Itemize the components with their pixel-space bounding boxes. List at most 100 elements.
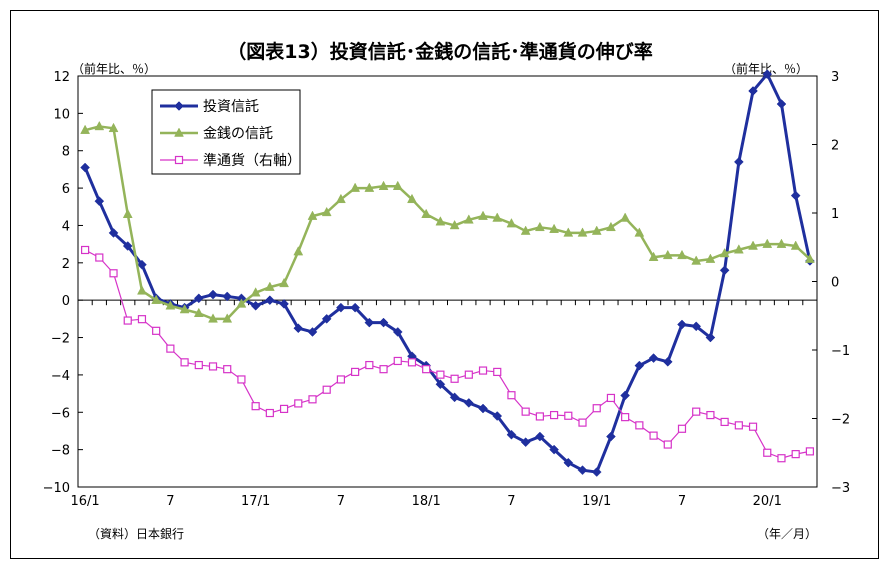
money-trust-point bbox=[563, 227, 574, 237]
investment-trust-point bbox=[520, 437, 531, 448]
quasi-money-point bbox=[393, 356, 402, 366]
money-trust-point bbox=[776, 238, 787, 248]
investment-trust-point bbox=[506, 429, 517, 440]
quasi-money-point bbox=[308, 395, 317, 404]
money-trust-point bbox=[449, 219, 460, 230]
money-trust-point bbox=[648, 251, 659, 261]
investment-trust-point bbox=[208, 289, 218, 300]
investment-trust-point bbox=[122, 241, 133, 251]
money-trust-point bbox=[108, 122, 119, 133]
money-trust-point bbox=[577, 227, 588, 237]
investment-trust-point bbox=[591, 467, 602, 477]
quasi-money-point bbox=[521, 407, 530, 416]
money-trust-point bbox=[733, 244, 744, 254]
money-trust-point bbox=[208, 313, 218, 323]
quasi-money-point bbox=[237, 375, 246, 384]
x-axis-tick-label: 19/1 bbox=[582, 494, 611, 509]
money-trust-point bbox=[80, 124, 91, 134]
quasi-money-point bbox=[791, 450, 800, 459]
left-axis-unit-label: （前年比、％） bbox=[72, 61, 156, 76]
investment-trust-point bbox=[705, 332, 716, 343]
quasi-money-point bbox=[748, 422, 758, 431]
money-trust-point bbox=[762, 238, 773, 248]
money-trust-point bbox=[293, 246, 304, 256]
quasi-money-point bbox=[706, 410, 715, 420]
quasi-money-point bbox=[777, 454, 786, 463]
investment-trust-series bbox=[80, 69, 815, 477]
investment-trust-point bbox=[137, 259, 147, 270]
x-axis-tick-label: 16/1 bbox=[71, 494, 100, 509]
investment-trust-point bbox=[733, 157, 744, 167]
investment-trust-point bbox=[577, 465, 588, 476]
right-axis-tick-label: −3 bbox=[831, 481, 850, 496]
investment-trust-point bbox=[620, 390, 630, 401]
right-axis-tick-label: −2 bbox=[831, 413, 850, 428]
money-trust-point bbox=[193, 307, 204, 318]
left-axis-tick-label: 4 bbox=[62, 219, 70, 234]
investment-trust-point bbox=[535, 431, 545, 442]
money-trust-point bbox=[463, 214, 474, 224]
investment-trust-point bbox=[378, 317, 389, 328]
x-axis-tick-label: 7 bbox=[678, 494, 686, 509]
quasi-money-point bbox=[422, 365, 431, 374]
investment-trust-point bbox=[634, 360, 645, 371]
left-axis-tick-label: −2 bbox=[51, 332, 70, 347]
left-axis-tick-label: 8 bbox=[62, 145, 70, 160]
quasi-money-point bbox=[677, 424, 687, 433]
left-axis-tick-label: −6 bbox=[51, 406, 70, 421]
money-trust-point bbox=[94, 120, 105, 131]
investment-trust-point bbox=[435, 379, 446, 390]
money-trust-point bbox=[691, 255, 702, 265]
money-trust-point bbox=[435, 216, 446, 226]
plot-area bbox=[80, 69, 815, 477]
money-trust-point bbox=[264, 281, 275, 291]
investment-trust-line bbox=[83, 72, 812, 474]
money-trust-point bbox=[250, 287, 261, 297]
investment-trust-point bbox=[392, 327, 403, 337]
money-trust-point bbox=[662, 249, 673, 260]
chart-title: （図表13）投資信託･金銭の信託･準通貨の伸び率 bbox=[227, 40, 652, 63]
money-trust-series bbox=[80, 120, 815, 323]
investment-trust-point bbox=[293, 323, 304, 334]
quasi-money-point bbox=[81, 245, 90, 255]
quasi-money-point bbox=[763, 448, 772, 457]
left-axis-tick-label: 12 bbox=[53, 70, 70, 85]
money-trust-point bbox=[634, 227, 645, 237]
quasi-money-point bbox=[137, 315, 147, 324]
investment-trust-point bbox=[350, 302, 360, 313]
money-trust-point bbox=[804, 253, 815, 263]
money-trust-point bbox=[705, 253, 716, 263]
investment-trust-point bbox=[307, 327, 318, 337]
x-axis-tick-label: 7 bbox=[337, 494, 345, 509]
quasi-money-point bbox=[407, 358, 417, 367]
money-trust-point bbox=[122, 208, 133, 218]
quasi-money-point bbox=[351, 367, 360, 377]
investment-trust-point bbox=[108, 228, 119, 238]
quasi-money-point bbox=[564, 411, 573, 420]
money-trust-point bbox=[520, 225, 531, 235]
investment-trust-point bbox=[222, 291, 233, 302]
quasi-money-point bbox=[336, 375, 346, 384]
investment-trust-point bbox=[762, 69, 773, 79]
right-axis-tick-label: 0 bbox=[831, 276, 839, 291]
right-axis-tick-label: −1 bbox=[831, 344, 850, 359]
quasi-money-point bbox=[251, 402, 260, 411]
quasi-money-point bbox=[180, 358, 189, 367]
investment-trust-point bbox=[250, 300, 261, 311]
quasi-money-point bbox=[535, 412, 544, 421]
money-trust-point bbox=[279, 277, 289, 288]
investment-trust-point bbox=[94, 196, 105, 207]
investment-trust-point bbox=[336, 302, 346, 313]
money-trust-point bbox=[421, 208, 432, 218]
left-axis-tick-label: 6 bbox=[62, 182, 70, 197]
quasi-money-point bbox=[592, 404, 601, 413]
left-axis-tick-label: −10 bbox=[43, 481, 70, 496]
money-trust-point bbox=[350, 182, 361, 192]
left-axis-tick-label: −8 bbox=[51, 444, 70, 459]
investment-trust-point bbox=[662, 356, 673, 367]
investment-trust-point bbox=[748, 86, 758, 96]
money-trust-point bbox=[506, 218, 517, 228]
quasi-money-point bbox=[734, 421, 743, 430]
quasi-money-point bbox=[166, 344, 175, 353]
